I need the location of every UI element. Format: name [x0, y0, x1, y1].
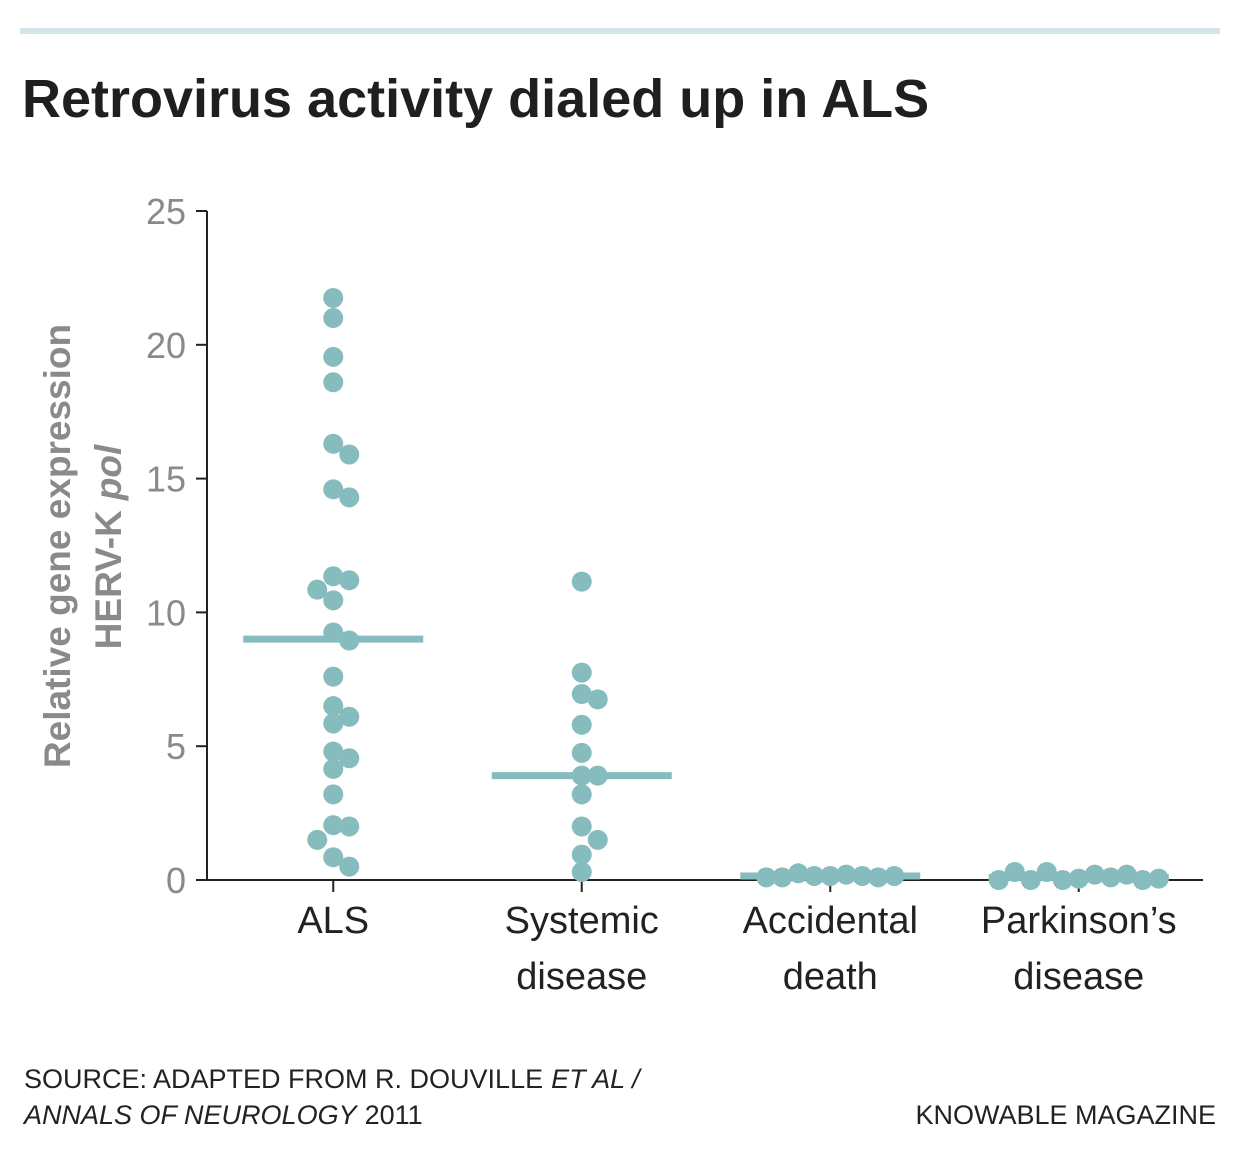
dot — [339, 816, 360, 837]
dot — [571, 571, 592, 592]
y-axis-label-text: HERV-K — [88, 510, 129, 649]
x-tick-label: Accidental death — [742, 900, 918, 998]
dot — [571, 742, 592, 763]
dot — [323, 287, 344, 308]
dot — [323, 713, 344, 734]
dot — [339, 570, 360, 591]
dot — [571, 684, 592, 705]
source-journal: ANNALS OF NEUROLOGY — [22, 1100, 359, 1130]
dot — [587, 829, 608, 850]
credit: KNOWABLE MAGAZINE — [915, 1100, 1216, 1130]
y-tick-label: 10 — [146, 592, 186, 633]
dot — [323, 847, 344, 868]
dot — [323, 815, 344, 836]
dot — [571, 861, 592, 882]
dot — [323, 741, 344, 762]
dot — [323, 666, 344, 687]
dot — [323, 566, 344, 587]
x-tick-label: ALS — [297, 900, 370, 942]
dot — [323, 758, 344, 779]
dot — [307, 579, 328, 600]
y-tick-label: 15 — [146, 459, 186, 500]
source-year: 2011 — [365, 1100, 423, 1130]
y-tick-label: 5 — [166, 726, 186, 767]
dot — [571, 784, 592, 805]
dot — [339, 748, 360, 769]
dot — [339, 856, 360, 877]
x-tick-label: Parkinson’s disease — [980, 900, 1177, 998]
y-tick-label: 0 — [166, 860, 186, 901]
y-tick-label: 25 — [146, 191, 186, 232]
y-axis-label-2: HERV-K pol — [88, 444, 129, 649]
dot — [323, 346, 344, 367]
dot — [323, 372, 344, 393]
dot — [339, 487, 360, 508]
source: SOURCE: ADAPTED FROM R. DOUVILLE ET AL / — [24, 1064, 642, 1094]
dot — [339, 706, 360, 727]
dot — [571, 844, 592, 865]
y-tick-label: 20 — [146, 325, 186, 366]
dot — [323, 590, 344, 611]
x-tick-label: Systemic disease — [504, 900, 659, 998]
dot — [323, 784, 344, 805]
dot — [571, 662, 592, 683]
source-text: SOURCE: ADAPTED FROM R. DOUVILLE — [24, 1064, 543, 1094]
dot — [587, 689, 608, 710]
dot — [339, 444, 360, 465]
source-2: ANNALS OF NEUROLOGY 2011 — [22, 1100, 423, 1130]
dot — [323, 479, 344, 500]
chart-title: Retrovirus activity dialed up in ALS — [22, 69, 929, 129]
dot — [307, 829, 328, 850]
dot — [571, 816, 592, 837]
dot — [571, 714, 592, 735]
y-axis-label: Relative gene expression — [37, 324, 78, 768]
y-axis-label-italic: pol — [88, 444, 129, 501]
dot — [323, 696, 344, 717]
dot — [323, 433, 344, 454]
dot — [323, 308, 344, 329]
source-et-al: ET AL / — [551, 1064, 642, 1094]
